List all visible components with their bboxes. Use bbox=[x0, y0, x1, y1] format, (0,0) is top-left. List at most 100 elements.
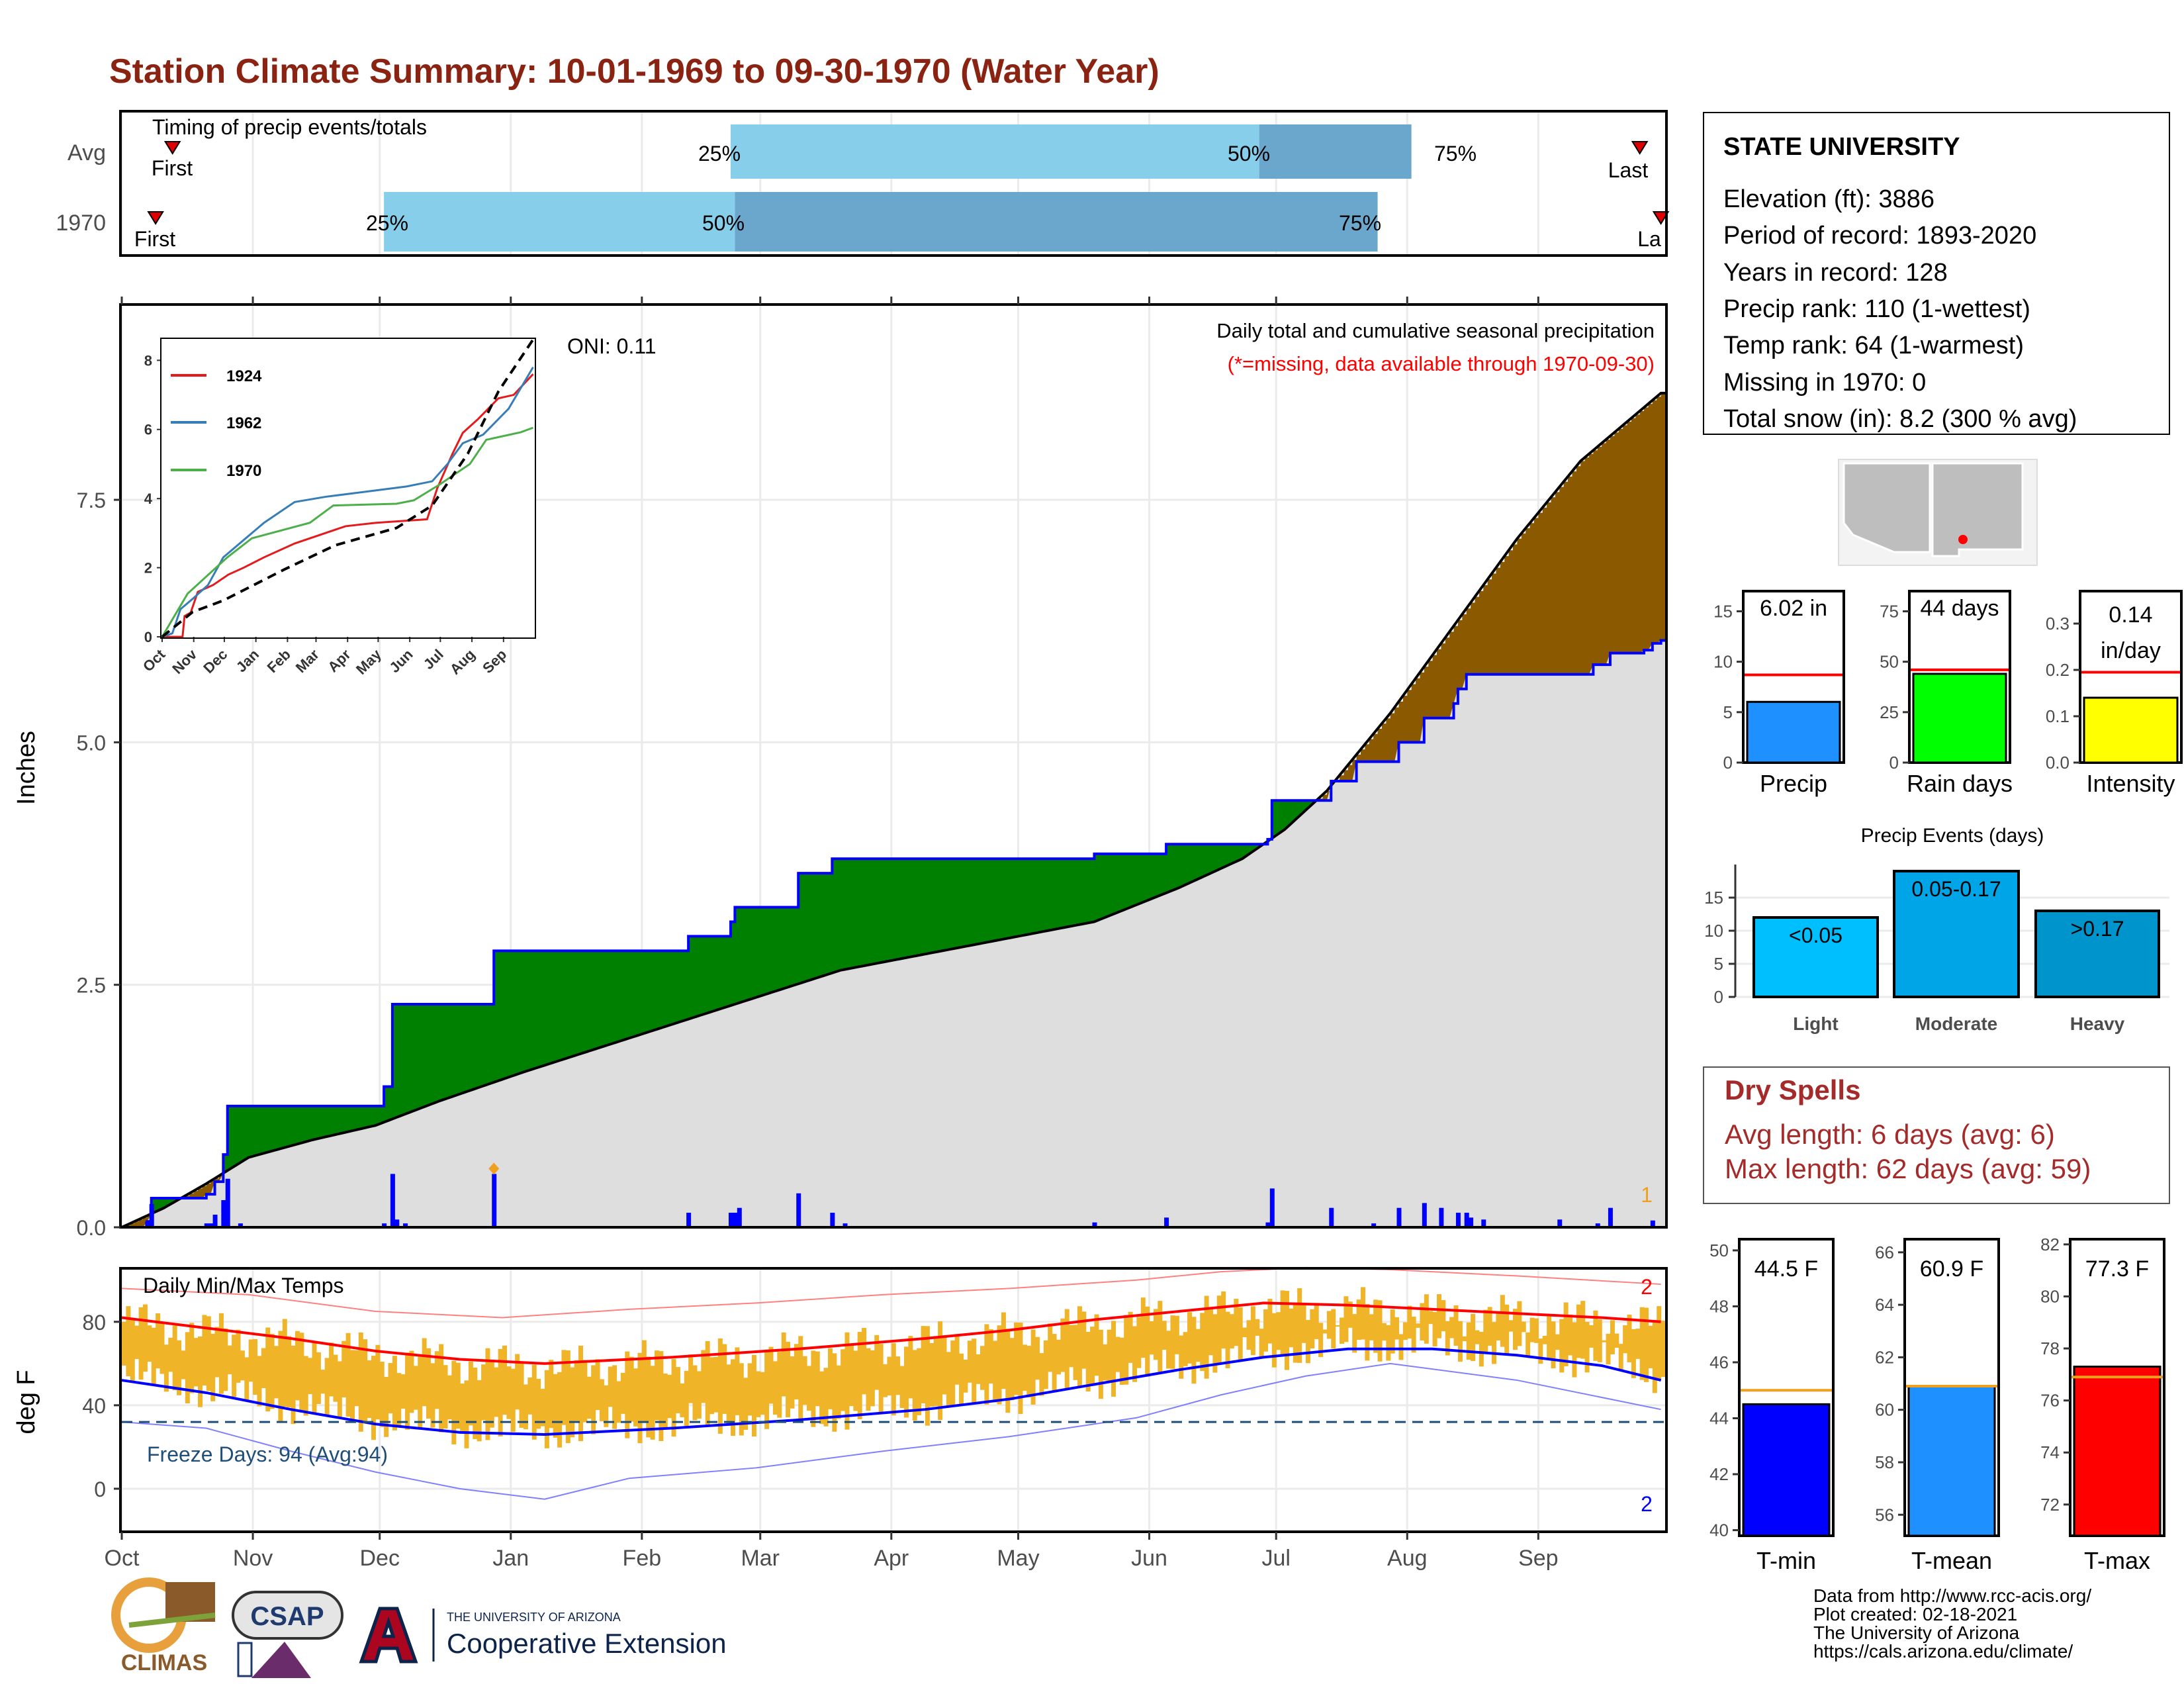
temp-mean-bar bbox=[2073, 1366, 2161, 1537]
precip-drier-fill bbox=[1483, 585, 1488, 675]
daily-precip-bar bbox=[1164, 1217, 1169, 1227]
daily-temp-range-bar bbox=[1652, 1320, 1657, 1393]
precip-wetter-fill bbox=[163, 1198, 169, 1208]
daily-precip-bar bbox=[1265, 1222, 1271, 1227]
daily-temp-range-bar bbox=[1267, 1298, 1273, 1344]
daily-precip-bar bbox=[842, 1223, 848, 1227]
precip-wetter-fill bbox=[641, 951, 647, 1035]
daily-temp-range-bar bbox=[735, 1347, 740, 1415]
precip-wetter-fill bbox=[1242, 844, 1247, 859]
daily-temp-range-bar bbox=[1512, 1309, 1518, 1350]
daily-temp-range-bar bbox=[485, 1348, 490, 1440]
precip-wetter-fill bbox=[295, 1105, 300, 1145]
daily-temp-range-bar bbox=[954, 1334, 960, 1385]
timing-bars bbox=[120, 113, 1670, 254]
inset-series-line bbox=[161, 426, 533, 637]
daily-temp-range-bar bbox=[451, 1360, 457, 1445]
precip-wetter-fill bbox=[320, 1105, 326, 1139]
daily-temp-range-bar bbox=[227, 1345, 232, 1375]
precip-wetter-fill bbox=[384, 1086, 389, 1123]
precip-events-bars: 0 5 10 15 <0.05 Light 0.05-0.17 Moderate >0.17 He… bbox=[1704, 865, 2169, 1034]
daily-temp-range-bar bbox=[662, 1373, 668, 1429]
precip-wetter-fill bbox=[1069, 859, 1074, 927]
precip-drier-fill bbox=[1441, 643, 1446, 718]
season-ytick-label: 5 bbox=[1723, 702, 1733, 722]
season-ytick-label: 0.0 bbox=[2046, 753, 2070, 773]
daily-temp-range-bar bbox=[1111, 1321, 1116, 1397]
precip-wetter-fill bbox=[650, 951, 655, 1032]
daily-temp-range-bar bbox=[870, 1350, 875, 1407]
daily-temp-range-bar bbox=[1174, 1315, 1179, 1354]
precip-wetter-fill bbox=[1301, 800, 1306, 814]
daily-temp-range-bar bbox=[409, 1350, 414, 1413]
daily-temp-range-bar bbox=[1644, 1307, 1649, 1382]
daily-temp-range-bar bbox=[253, 1338, 258, 1395]
daily-temp-range-bar bbox=[232, 1335, 237, 1397]
daily-temp-range-bar bbox=[214, 1327, 220, 1378]
daily-temp-range-bar bbox=[895, 1356, 901, 1395]
daily-temp-range-bar bbox=[1289, 1308, 1294, 1348]
daily-precip-diamond bbox=[488, 1162, 500, 1175]
daily-temp-range-bar bbox=[1140, 1297, 1146, 1358]
daily-temp-range-bar bbox=[1529, 1317, 1535, 1342]
daily-temp-range-bar bbox=[705, 1340, 710, 1427]
precip-wetter-fill bbox=[870, 859, 875, 965]
precip-wetter-fill bbox=[1056, 859, 1061, 929]
precip-wetter-fill bbox=[282, 1105, 287, 1149]
precip-wetter-fill bbox=[1289, 800, 1294, 826]
precip-wetter-fill bbox=[1098, 853, 1103, 920]
month-label: May bbox=[997, 1546, 1039, 1571]
daily-temp-range-bar bbox=[1271, 1313, 1277, 1368]
page-title: Station Climate Summary: 10-01-1969 to 0… bbox=[109, 52, 1160, 91]
timing-marker-triangle bbox=[1652, 211, 1670, 225]
precip-wetter-fill bbox=[832, 859, 837, 973]
precip-wetter-fill bbox=[1005, 859, 1011, 939]
precip-drier-fill bbox=[134, 1221, 140, 1227]
daily-temp-range-bar bbox=[1301, 1302, 1306, 1343]
precip-drier-fill bbox=[1398, 701, 1404, 743]
daily-temp-range-bar bbox=[1305, 1320, 1310, 1364]
precip-ylabel: Inches bbox=[13, 731, 40, 805]
daily-temp-range-bar bbox=[903, 1346, 909, 1418]
precip-wetter-fill bbox=[400, 1004, 406, 1116]
precip-wetter-fill bbox=[1014, 859, 1019, 937]
precip-wetter-fill bbox=[997, 859, 1002, 941]
daily-temp-range-bar bbox=[692, 1365, 698, 1421]
daily-temp-range-bar bbox=[134, 1325, 140, 1360]
daily-temp-range-bar bbox=[1136, 1317, 1142, 1368]
daily-temp-range-bar bbox=[823, 1368, 829, 1427]
dry-spells-title: Dry Spells bbox=[1725, 1074, 1860, 1105]
daily-temp-range-bar bbox=[756, 1371, 761, 1417]
daily-temp-range-bar bbox=[1039, 1353, 1044, 1396]
daily-temp-range-bar bbox=[1555, 1334, 1560, 1350]
daily-temp-range-bar bbox=[777, 1352, 782, 1418]
daily-temp-range-bar bbox=[599, 1379, 604, 1422]
daily-temp-range-bar bbox=[189, 1323, 195, 1393]
daily-temp-range-bar bbox=[163, 1344, 169, 1392]
precip-wetter-fill bbox=[481, 1004, 486, 1087]
precip-wetter-fill bbox=[993, 859, 998, 941]
daily-temp-range-bar bbox=[151, 1327, 156, 1385]
precip-wetter-fill bbox=[1001, 859, 1006, 940]
timing-row-label-1970: 1970 bbox=[56, 211, 106, 236]
daily-temp-range-bar bbox=[130, 1319, 135, 1381]
daily-temp-range-bar bbox=[510, 1368, 516, 1432]
precip-wetter-fill bbox=[1119, 853, 1124, 912]
precip-wetter-fill bbox=[777, 907, 782, 991]
daily-temp-range-bar bbox=[967, 1340, 972, 1383]
month-label: Aug bbox=[1387, 1546, 1428, 1571]
daily-temp-range-bar bbox=[265, 1327, 271, 1412]
daily-temp-range-bar bbox=[629, 1356, 634, 1422]
precip-wetter-fill bbox=[570, 951, 575, 1057]
precip-drier-fill bbox=[1322, 794, 1328, 801]
precip-wetter-fill bbox=[345, 1105, 351, 1133]
daily-temp-range-bar bbox=[1576, 1304, 1581, 1358]
daily-temp-range-bar bbox=[1521, 1321, 1526, 1333]
timing-1970-last: La bbox=[1637, 227, 1661, 251]
precip-wetter-fill bbox=[891, 859, 896, 961]
daily-precip-bar bbox=[1469, 1217, 1474, 1227]
daily-temp-range-bar bbox=[206, 1316, 211, 1391]
daily-temp-range-bar bbox=[177, 1340, 182, 1395]
season-value-bar bbox=[1912, 673, 2007, 764]
